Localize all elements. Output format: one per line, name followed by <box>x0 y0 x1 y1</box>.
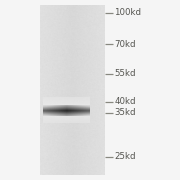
Text: 35kd: 35kd <box>114 108 136 117</box>
Text: 100kd: 100kd <box>114 8 141 17</box>
Text: 40kd: 40kd <box>114 97 136 106</box>
Text: 70kd: 70kd <box>114 40 136 49</box>
Text: 25kd: 25kd <box>114 152 136 161</box>
Text: 55kd: 55kd <box>114 69 136 78</box>
